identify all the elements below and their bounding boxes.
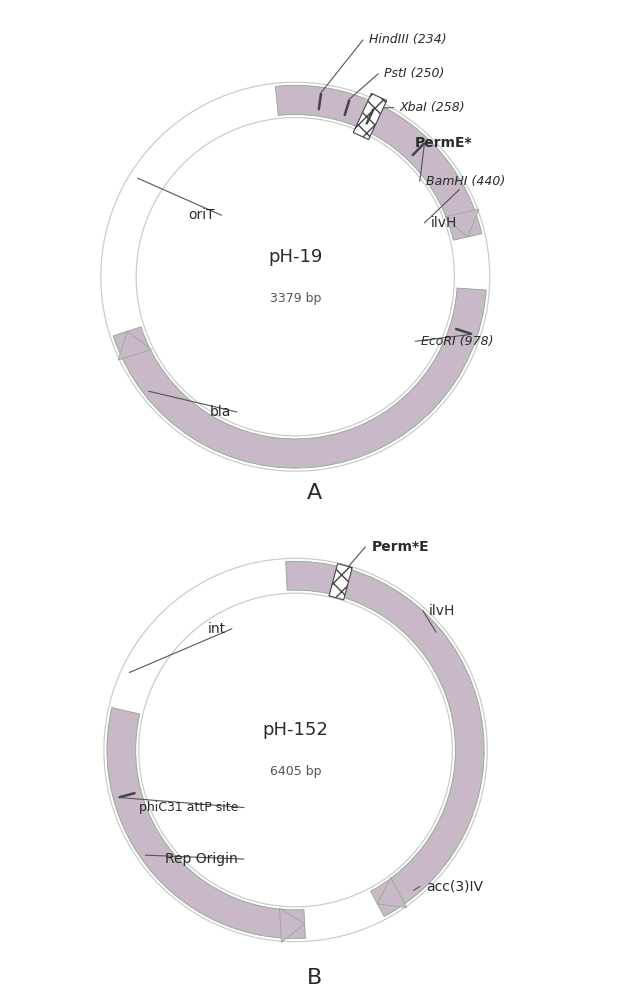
Text: PermE*: PermE* xyxy=(415,136,473,150)
Text: HindIII (234): HindIII (234) xyxy=(369,33,447,46)
Text: B: B xyxy=(307,968,322,988)
Text: bla: bla xyxy=(209,405,231,419)
Text: acc(3)IV: acc(3)IV xyxy=(426,879,483,893)
Text: pH-19: pH-19 xyxy=(268,248,323,266)
Polygon shape xyxy=(377,877,407,908)
Text: phiC31 attP site: phiC31 attP site xyxy=(138,801,238,814)
Text: 6405 bp: 6405 bp xyxy=(270,765,321,778)
Text: pH-152: pH-152 xyxy=(263,721,328,739)
Text: 3379 bp: 3379 bp xyxy=(270,292,321,305)
Text: PstI (250): PstI (250) xyxy=(384,67,445,80)
Polygon shape xyxy=(118,331,152,360)
Text: ilvH: ilvH xyxy=(429,604,455,618)
Polygon shape xyxy=(279,908,304,943)
Wedge shape xyxy=(286,561,484,917)
Text: BamHI (440): BamHI (440) xyxy=(426,175,505,188)
Text: Perm*E: Perm*E xyxy=(371,540,429,554)
Text: oriT: oriT xyxy=(189,208,215,222)
Text: A: A xyxy=(307,483,322,503)
Text: EcoRI (978): EcoRI (978) xyxy=(421,335,494,348)
Wedge shape xyxy=(107,708,306,939)
Text: int: int xyxy=(208,622,226,636)
Wedge shape xyxy=(113,288,486,468)
Bar xyxy=(329,564,352,600)
Text: Rep Origin: Rep Origin xyxy=(165,852,238,866)
Wedge shape xyxy=(276,85,482,240)
Bar xyxy=(353,93,387,140)
Text: ilvH: ilvH xyxy=(431,216,457,230)
Polygon shape xyxy=(445,209,479,237)
Text: XbaI (258): XbaI (258) xyxy=(400,101,465,114)
